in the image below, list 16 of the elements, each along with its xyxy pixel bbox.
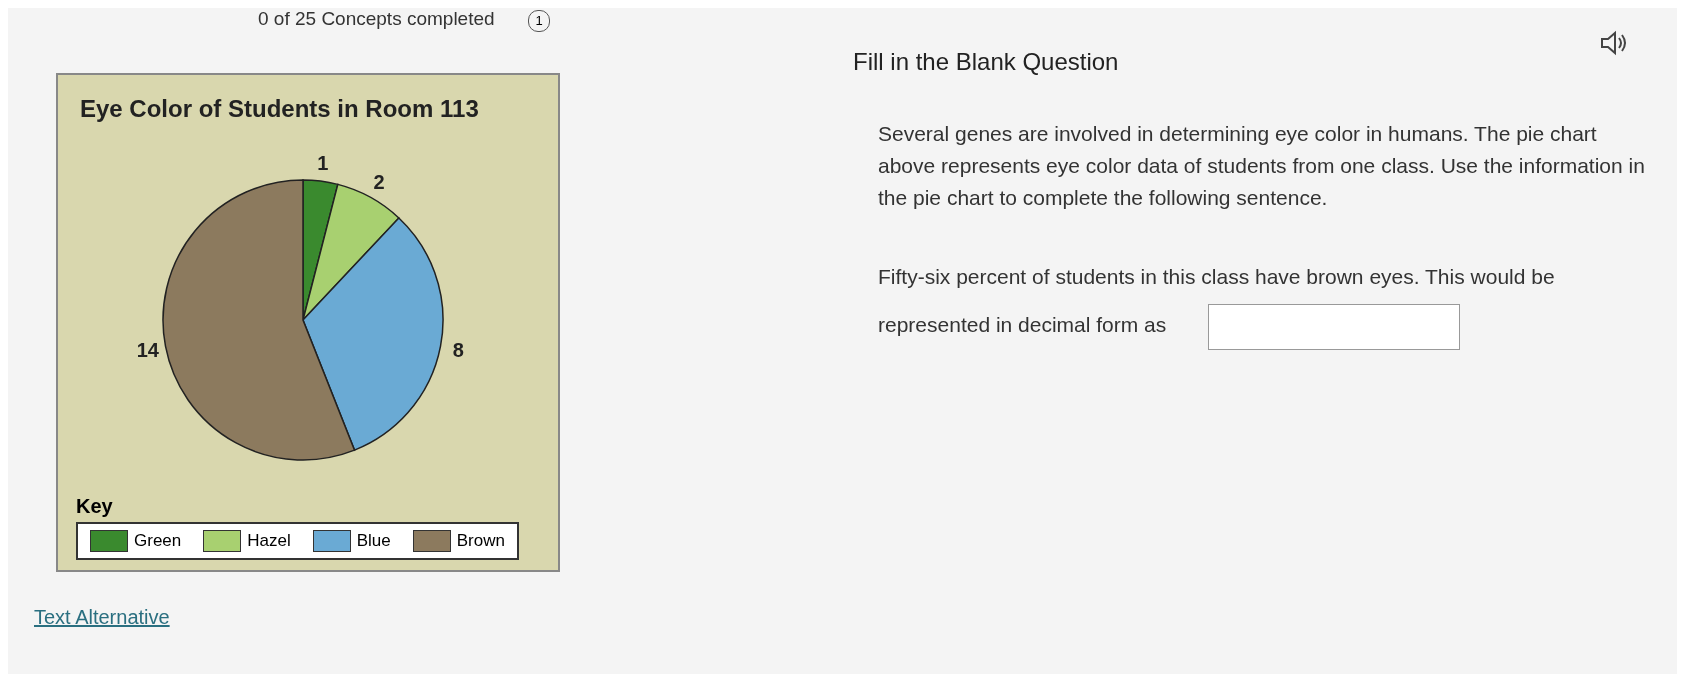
data-label: 14 [136,338,160,361]
text: Several genes are involved in determining eye color in humans. The pie chart above represents eye color data of students from one class. Use the information in the pie chart to complete the following sentence. [878,121,1646,211]
legend-label: Blue [356,531,391,551]
text: Fill in the Blank Question [853,48,1119,76]
legend-title: Key [76,495,114,518]
text: 0 of 25 Concepts completed [258,8,495,30]
legend-label: Green [134,531,182,551]
legend-label: Brown [456,531,505,551]
text: 1 [528,10,550,32]
text: Text Alternative [34,606,170,629]
chart-title: Eye Color of Students in Room 113 [80,95,479,123]
data-label: 2 [373,170,385,193]
data-label: 8 [452,338,464,361]
legend-label: Hazel [247,531,291,551]
text: Fifty-six percent of students in this class have brown eyes. This would be represented in decimal form as [878,264,1556,338]
data-label: 1 [317,152,329,175]
